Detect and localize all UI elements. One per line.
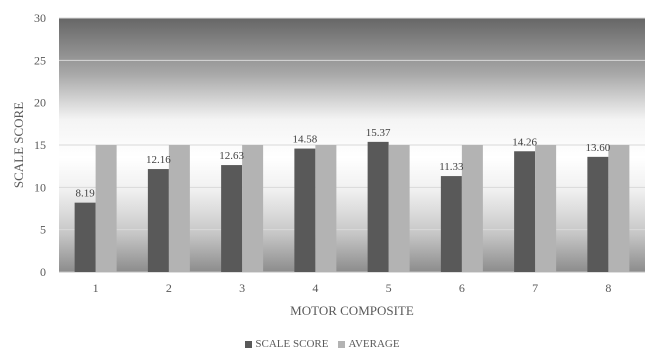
bar-average <box>168 145 190 272</box>
y-tick-label: 10 <box>34 180 46 194</box>
bar-average <box>242 145 264 272</box>
x-tick-label: 1 <box>93 281 99 295</box>
legend-swatch-scale-score <box>245 340 253 348</box>
x-tick-label: 2 <box>166 281 172 295</box>
y-axis-title: SCALE SCORE <box>11 102 26 188</box>
y-tick-label: 0 <box>40 265 46 279</box>
legend-item-scale-score: SCALE SCORE <box>245 338 328 350</box>
bar-scale-score <box>221 165 243 272</box>
x-axis-title: MOTOR COMPOSITE <box>290 303 414 318</box>
bar-scale-score <box>587 156 609 272</box>
bar-scale-score <box>440 176 462 272</box>
data-label: 14.58 <box>293 134 318 146</box>
legend-label-scale-score: SCALE SCORE <box>255 338 329 350</box>
bar-scale-score <box>74 202 96 272</box>
bars <box>74 141 630 272</box>
bar-scale-score <box>514 151 536 272</box>
y-tick-label: 20 <box>34 96 46 110</box>
data-label: 14.26 <box>512 136 537 148</box>
y-tick-label: 15 <box>34 138 46 152</box>
data-label: 12.63 <box>219 150 244 162</box>
legend-item-average: AVERAGE <box>338 338 400 350</box>
bar-scale-score <box>147 169 169 272</box>
y-axis-tick-labels: 0 5 10 15 20 25 30 <box>34 11 46 279</box>
bar-scale-score <box>294 148 316 272</box>
data-label: 12.16 <box>146 154 171 166</box>
x-axis-tick-labels: 1 2 3 4 5 6 7 8 <box>93 281 612 295</box>
bar-scale-score <box>367 141 389 272</box>
bar-average <box>608 145 630 272</box>
legend-swatch-average <box>338 340 346 348</box>
data-labels: 8.19 12.16 12.63 14.58 15.37 11.33 14.26 13.60 <box>76 127 611 200</box>
data-label: 8.19 <box>76 188 96 200</box>
bar-average <box>461 145 483 272</box>
bar-average <box>388 145 410 272</box>
bar-average <box>95 145 117 272</box>
y-tick-label: 25 <box>34 53 46 67</box>
data-label: 15.37 <box>366 127 391 139</box>
y-tick-label: 30 <box>34 11 46 25</box>
y-tick-label: 5 <box>40 223 46 237</box>
x-tick-label: 5 <box>386 281 392 295</box>
legend: SCALE SCORE AVERAGE <box>0 336 645 352</box>
x-tick-label: 6 <box>459 281 465 295</box>
x-tick-label: 3 <box>239 281 245 295</box>
x-tick-label: 7 <box>532 281 538 295</box>
x-tick-label: 4 <box>312 281 318 295</box>
bar-average <box>315 145 337 272</box>
bar-average <box>535 145 557 272</box>
data-label: 13.60 <box>586 142 611 154</box>
x-tick-label: 8 <box>605 281 611 295</box>
legend-label-average: AVERAGE <box>348 338 400 350</box>
data-label: 11.33 <box>439 161 464 173</box>
